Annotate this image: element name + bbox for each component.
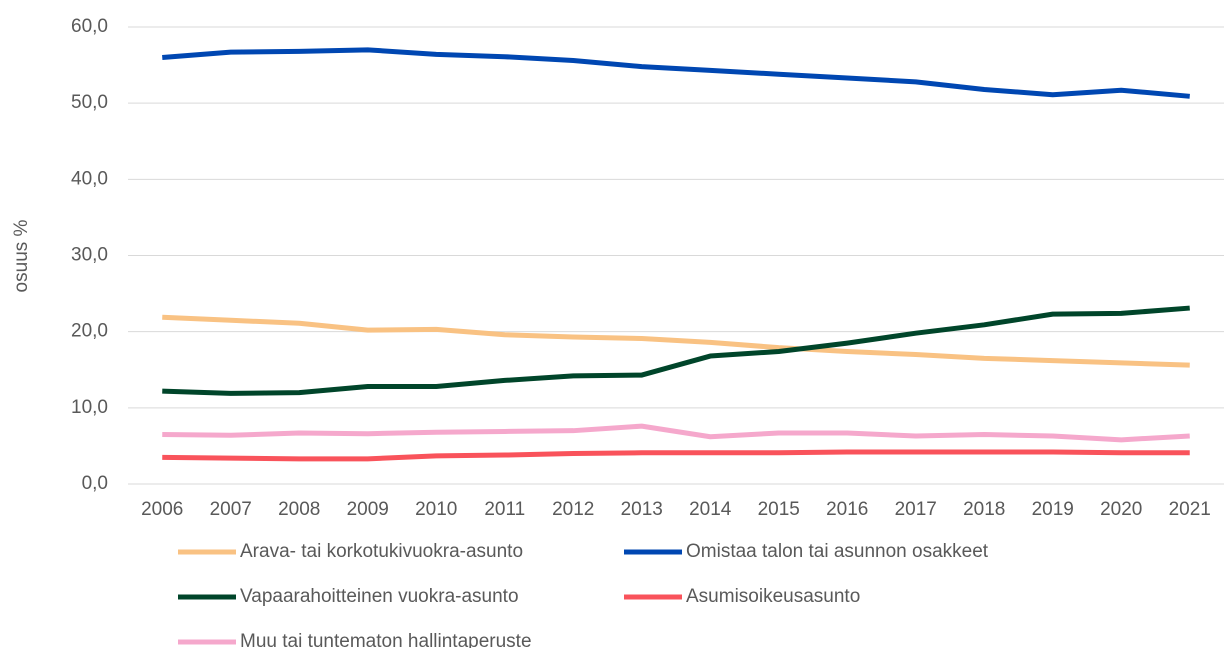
x-tick-label: 2012	[552, 499, 594, 520]
series-line	[162, 449, 1190, 462]
legend-label: Arava- tai korkotukivuokra-asunto	[240, 541, 523, 562]
x-tick-label: 2009	[347, 499, 389, 520]
x-tick-label: 2016	[826, 499, 868, 520]
legend-label: Vapaarahoitteinen vuokra-asunto	[240, 586, 519, 607]
x-tick-label: 2020	[1100, 499, 1142, 520]
x-tick-label: 2015	[758, 499, 800, 520]
legend-label: Muu tai tuntematon hallintaperuste	[240, 631, 532, 648]
x-tick-label: 2010	[415, 499, 457, 520]
x-tick-label: 2006	[141, 499, 183, 520]
legend-label: Asumisoikeusasunto	[686, 586, 860, 607]
y-axis-label: osuus %	[11, 219, 32, 292]
series-line	[162, 305, 1190, 396]
x-tick-label: 2007	[210, 499, 252, 520]
x-tick-label: 2019	[1032, 499, 1074, 520]
x-tick-label: 2017	[895, 499, 937, 520]
x-tick-label: 2011	[484, 499, 525, 520]
y-tick-label: 20,0	[71, 321, 108, 342]
x-tick-label: 2013	[621, 499, 663, 520]
series-line	[162, 423, 1190, 443]
series-line	[162, 314, 1190, 368]
y-tick-label: 50,0	[71, 92, 108, 113]
x-tick-label: 2021	[1169, 499, 1211, 520]
y-tick-label: 10,0	[71, 397, 108, 418]
series-line	[162, 47, 1190, 99]
y-tick-label: 60,0	[71, 16, 108, 37]
y-tick-label: 30,0	[71, 245, 108, 266]
legend-label: Omistaa talon tai asunnon osakkeet	[686, 541, 989, 562]
x-tick-label: 2008	[278, 499, 320, 520]
x-tick-label: 2014	[689, 499, 732, 520]
y-tick-label: 40,0	[71, 168, 108, 189]
x-tick-label: 2018	[963, 499, 1005, 520]
y-tick-label: 0,0	[82, 473, 108, 494]
